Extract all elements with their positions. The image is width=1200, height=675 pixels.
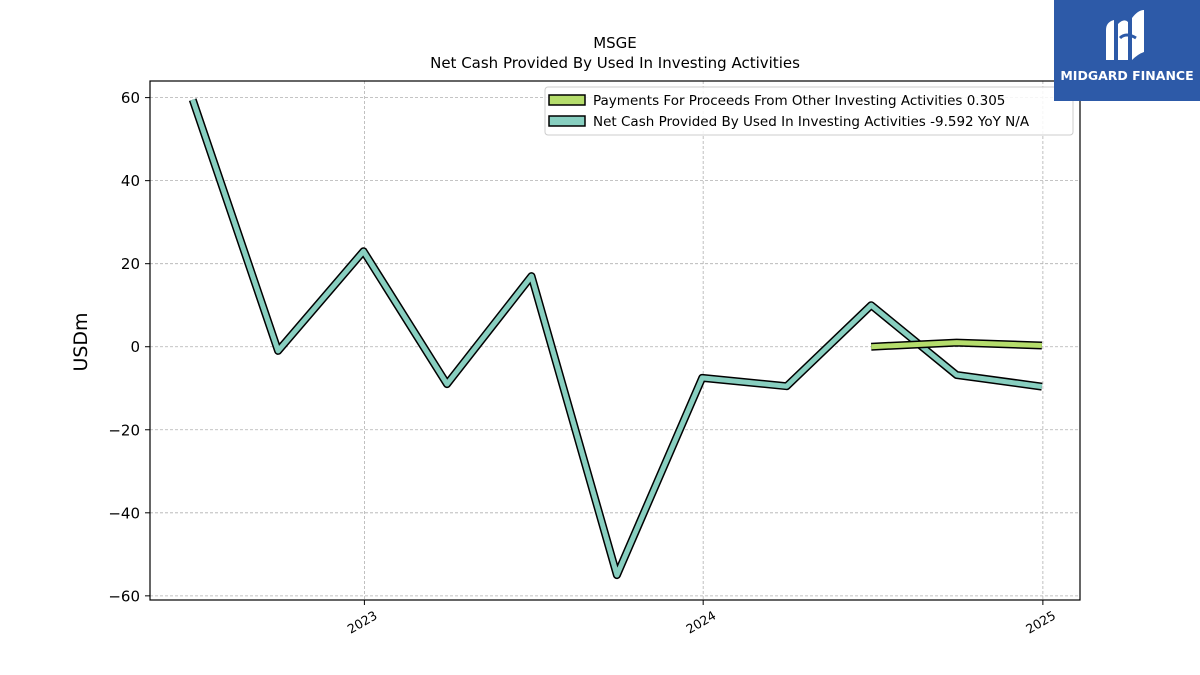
y-tick-label: −60: [108, 587, 140, 605]
y-tick-label: 40: [121, 172, 140, 190]
x-tick-label: 2023: [345, 608, 380, 637]
grid: [150, 81, 1080, 600]
legend-label: Net Cash Provided By Used In Investing A…: [593, 114, 1030, 130]
y-tick-label: 60: [121, 89, 140, 107]
series-line: [190, 98, 1043, 578]
y-axis-label: USDm: [70, 312, 92, 371]
y-tick-label: −40: [108, 504, 140, 522]
axes: 60 40 20 0 −20 −40 −60 2023 2024 2025: [108, 89, 1058, 636]
midgard-finance-logo: MIDGARD FINANCE: [1054, 0, 1200, 101]
y-tick-label: 0: [130, 338, 140, 356]
series-layer: [188, 98, 1043, 580]
logo-text: MIDGARD FINANCE: [1060, 68, 1194, 83]
legend-label: Payments For Proceeds From Other Investi…: [593, 93, 1005, 109]
y-tick-label: −20: [108, 421, 140, 439]
legend-swatch: [548, 115, 586, 127]
y-tick-label: 20: [121, 255, 140, 273]
x-tick-label: 2024: [683, 608, 718, 637]
plot-area-frame: [149, 80, 1081, 601]
chart-subtitle: Net Cash Provided By Used In Investing A…: [430, 54, 800, 72]
legend-swatch: [548, 94, 586, 106]
legend-box: [544, 86, 1074, 136]
legend: Payments For Proceeds From Other Investi…: [544, 86, 1074, 136]
chart-title: MSGE: [593, 34, 637, 52]
logo-mark-icon: [1106, 10, 1144, 60]
series-line: [871, 340, 1042, 350]
x-tick-label: 2025: [1023, 608, 1058, 637]
